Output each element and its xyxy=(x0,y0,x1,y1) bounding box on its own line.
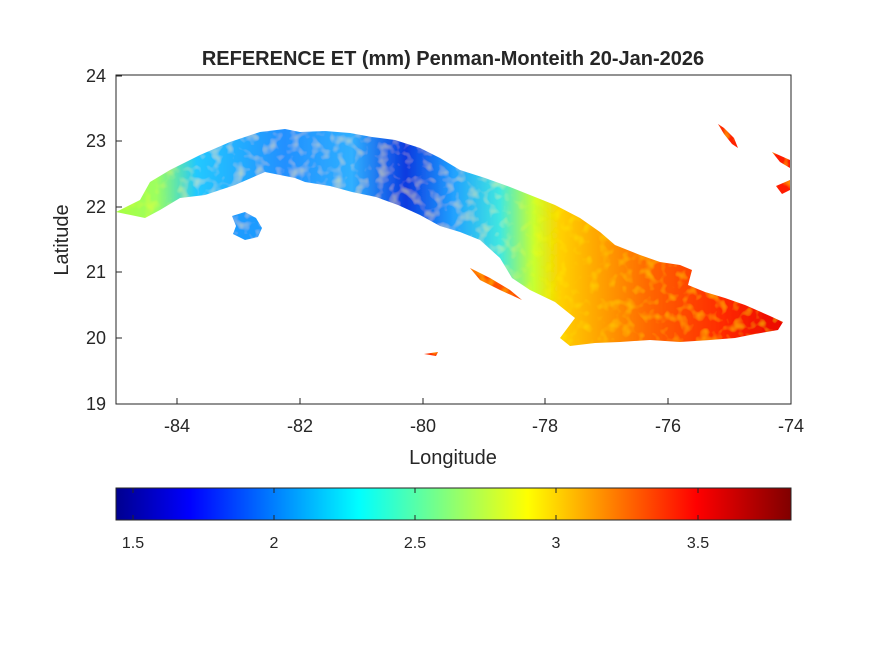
y-tick-label: 24 xyxy=(86,66,106,86)
y-tick-label: 23 xyxy=(86,131,106,151)
hispaniola-tip xyxy=(772,152,790,168)
x-tick-label: -78 xyxy=(532,416,558,436)
colorbar-tick-label: 3.5 xyxy=(687,535,709,552)
y-tick-label: 21 xyxy=(86,262,106,282)
colorbar-tick-label: 2.5 xyxy=(404,535,426,552)
keys-south xyxy=(470,268,522,300)
x-tick-label: -84 xyxy=(164,416,190,436)
colorbar-tick-label: 3 xyxy=(552,535,561,552)
x-tick-label: -76 xyxy=(655,416,681,436)
x-tick-label: -80 xyxy=(410,416,436,436)
et-raster xyxy=(116,124,790,356)
isla-de-la-juventud xyxy=(232,212,262,240)
colorbar xyxy=(115,487,792,521)
x-tick-label: -74 xyxy=(778,416,804,436)
y-tick-label: 19 xyxy=(86,394,106,414)
x-tick-label: -82 xyxy=(287,416,313,436)
cayman-fragment xyxy=(424,352,438,356)
cayo-coastal-east xyxy=(718,124,738,148)
hispaniola-tip-2 xyxy=(776,180,790,194)
cuba-mainland xyxy=(116,129,783,346)
colorbar-tick-label: 1.5 xyxy=(122,535,144,552)
x-axis-label: Longitude xyxy=(409,447,497,469)
map-title: REFERENCE ET (mm) Penman-Monteith 20-Jan… xyxy=(202,48,704,70)
x-axis xyxy=(176,398,792,404)
y-axis-label: Latitude xyxy=(51,204,73,275)
y-axis xyxy=(116,75,122,405)
y-tick-label: 22 xyxy=(86,197,106,217)
colorbar-ticks xyxy=(132,488,699,520)
y-tick-label: 20 xyxy=(86,328,106,348)
plot-area xyxy=(115,74,792,405)
colorbar-tick-label: 2 xyxy=(270,535,279,552)
